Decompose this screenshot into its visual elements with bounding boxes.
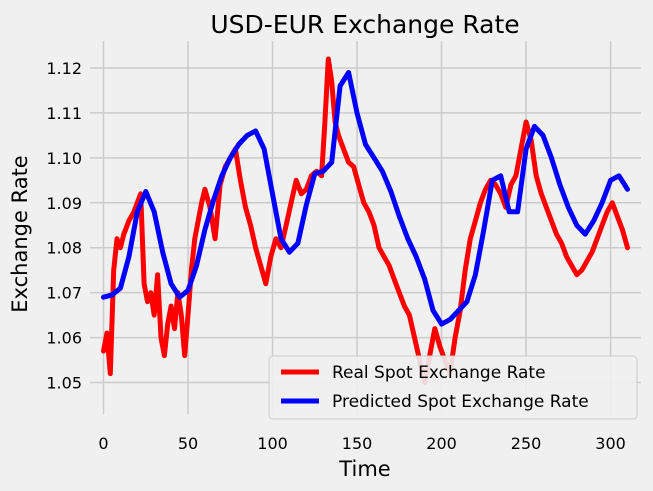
series-layer <box>101 56 630 385</box>
x-tick-label: 200 <box>426 434 457 453</box>
legend-label-real: Real Spot Exchange Rate <box>332 363 546 383</box>
x-tick-label: 100 <box>257 434 288 453</box>
y-tick-label: 1.08 <box>46 239 82 258</box>
y-tick-label: 1.06 <box>46 329 82 348</box>
y-tick-label: 1.09 <box>46 194 82 213</box>
legend: Real Spot Exchange Rate Predicted Spot E… <box>268 355 638 420</box>
x-tick-label: 250 <box>511 434 542 453</box>
y-tick-label: 1.11 <box>46 104 82 123</box>
y-tick-label: 1.10 <box>46 149 82 168</box>
y-tick-label: 1.07 <box>46 284 82 303</box>
y-tick-label: 1.12 <box>46 59 82 78</box>
legend-box <box>268 355 638 420</box>
series-predicted-line <box>101 70 630 327</box>
y-axis-label: Exchange Rate <box>8 155 32 312</box>
plot-area <box>90 41 641 414</box>
y-tick-label: 1.05 <box>46 374 82 393</box>
x-tick-labels: 0 50 100 150 200 250 300 <box>98 434 625 453</box>
x-tick-label: 300 <box>595 434 626 453</box>
x-tick-label: 50 <box>178 434 198 453</box>
chart-title: USD-EUR Exchange Rate <box>210 10 519 39</box>
x-axis-label: Time <box>338 457 390 481</box>
legend-label-predicted: Predicted Spot Exchange Rate <box>332 392 589 412</box>
y-tick-labels: 1.05 1.06 1.07 1.08 1.09 1.10 1.11 1.12 <box>46 59 82 393</box>
x-tick-label: 0 <box>98 434 108 453</box>
x-tick-label: 150 <box>342 434 373 453</box>
